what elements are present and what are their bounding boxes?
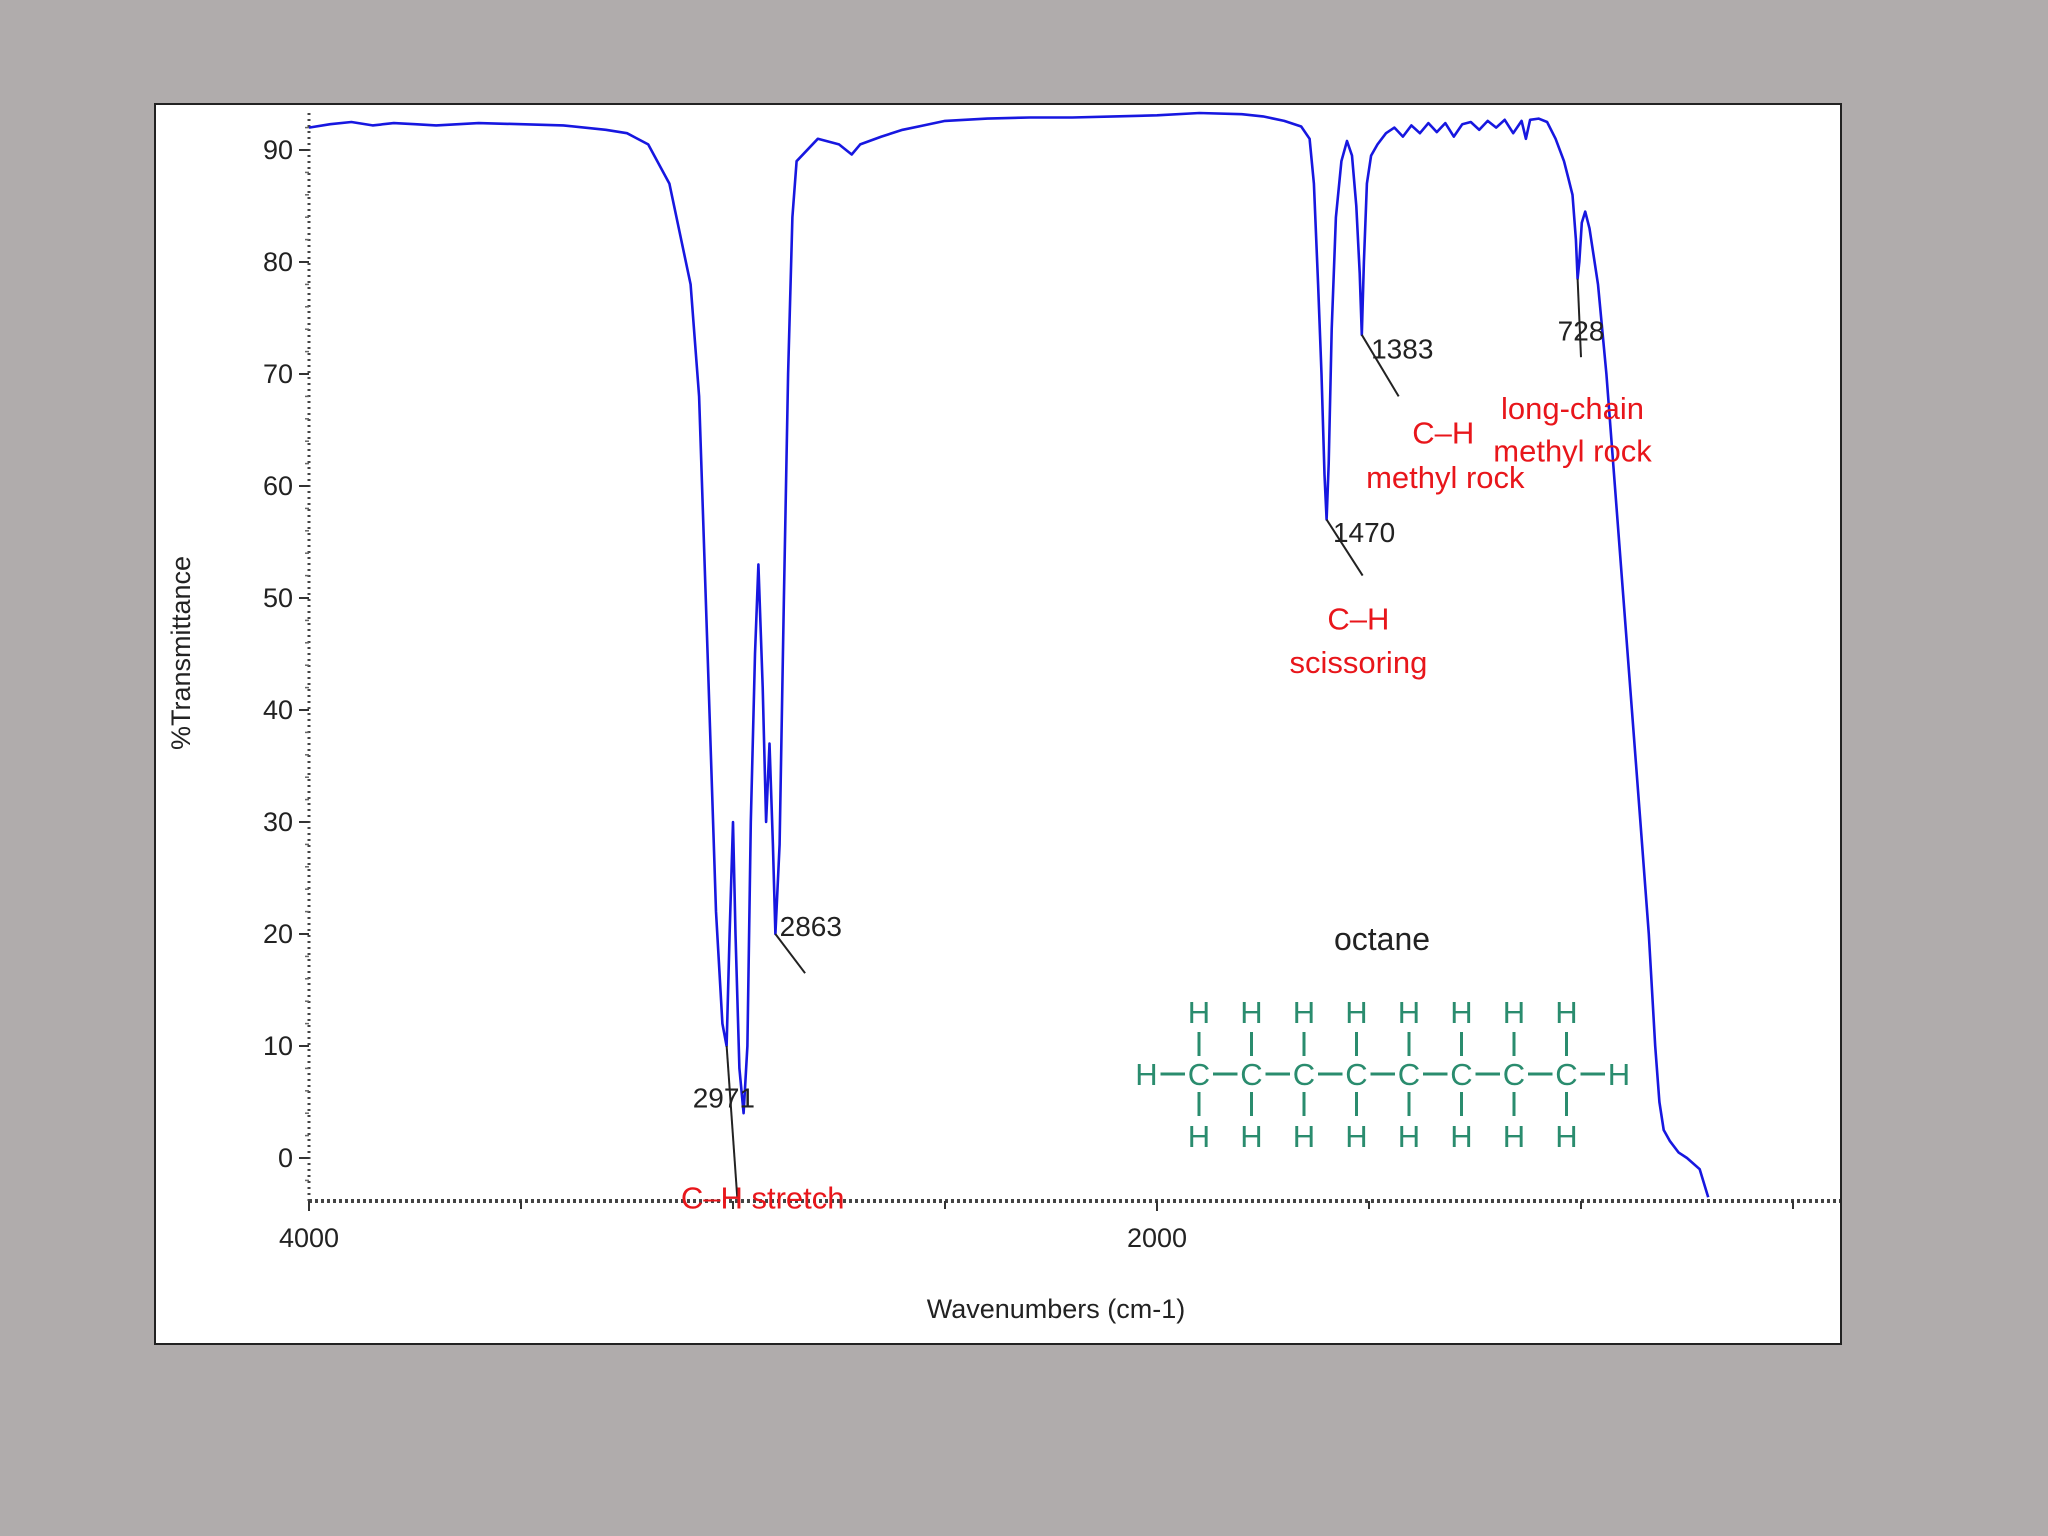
atom-h-top: H	[1555, 995, 1577, 1030]
peak-label-2863: 2863	[780, 911, 842, 942]
peak-label-1383: 1383	[1371, 333, 1433, 364]
atom-c: C	[1345, 1057, 1367, 1092]
x-axis-title: Wavenumbers (cm-1)	[927, 1294, 1186, 1324]
atom-h-top: H	[1503, 995, 1525, 1030]
atom-h-bottom: H	[1188, 1119, 1210, 1154]
assignment-label: methyl rock	[1493, 433, 1652, 468]
atom-h-bottom: H	[1450, 1119, 1472, 1154]
atom-c: C	[1450, 1057, 1472, 1092]
y-tick-label: 30	[263, 807, 293, 837]
atom-h-top: H	[1450, 995, 1472, 1030]
series-layer	[308, 111, 1710, 1198]
atom-c: C	[1188, 1057, 1210, 1092]
peak-leader-2971	[725, 1045, 739, 1198]
atom-h-top: H	[1188, 995, 1210, 1030]
atom-h-bottom: H	[1555, 1119, 1577, 1154]
x-tick-label: 4000	[279, 1223, 339, 1253]
atom-c: C	[1398, 1057, 1420, 1092]
atom-h-top: H	[1240, 995, 1262, 1030]
assignment-label: C–H	[1412, 415, 1474, 450]
spectrum-panel: 0 10 20 30 40 50 60 70 80 90 4000 2000 2971 2863 1470…	[154, 103, 1842, 1345]
y-tick-label: 50	[263, 583, 293, 613]
peak-leader-1470	[1325, 519, 1364, 577]
atom-c: C	[1240, 1057, 1262, 1092]
peak-label-728: 728	[1558, 315, 1605, 346]
y-tick-label: 20	[263, 919, 293, 949]
y-tick-label: 0	[278, 1143, 293, 1173]
atom-h-bottom: H	[1240, 1119, 1262, 1154]
atom-h-bottom: H	[1345, 1119, 1367, 1154]
spectrum-line-0	[308, 111, 1710, 1198]
peak-label-1470: 1470	[1333, 517, 1395, 548]
peak-leader-728	[1576, 278, 1582, 358]
atom-h-top: H	[1345, 995, 1367, 1030]
atom-h-top: H	[1398, 995, 1420, 1030]
y-tick-label: 80	[263, 247, 293, 277]
atom-h-left: H	[1135, 1057, 1157, 1092]
atom-h-bottom: H	[1503, 1119, 1525, 1154]
atom-c: C	[1555, 1057, 1577, 1092]
assignment-label: long-chain	[1501, 391, 1644, 426]
y-tick-label: 60	[263, 471, 293, 501]
assignment-label: C–H	[1327, 601, 1389, 636]
assignment-label: C–H stretch	[681, 1180, 845, 1215]
peak-leader-2863	[774, 933, 806, 974]
annotations-layer: 2971 2863 1470 1383 728 C–H stretch C–H methyl …	[681, 278, 1652, 1215]
peak-leader-1383	[1360, 334, 1400, 397]
y-tick-label: 70	[263, 359, 293, 389]
y-tick-label: 10	[263, 1031, 293, 1061]
assignment-label: scissoring	[1289, 645, 1427, 680]
atom-c: C	[1503, 1057, 1525, 1092]
x-tick-label: 2000	[1127, 1223, 1187, 1253]
y-tick-label: 90	[263, 135, 293, 165]
atom-c: C	[1293, 1057, 1315, 1092]
atom-h-bottom: H	[1293, 1119, 1315, 1154]
peak-label-2971: 2971	[693, 1083, 755, 1114]
atom-h-top: H	[1293, 995, 1315, 1030]
assignment-label: methyl rock	[1366, 460, 1525, 495]
atom-h-right: H	[1608, 1057, 1630, 1092]
y-axis-title: %Transmittance	[166, 556, 196, 750]
axes: 0 10 20 30 40 50 60 70 80 90 4000 2000	[263, 113, 1840, 1253]
molecule-name: octane	[1334, 921, 1430, 957]
ir-spectrum-chart: 0 10 20 30 40 50 60 70 80 90 4000 2000 2971 2863 1470…	[166, 111, 1840, 1324]
y-tick-label: 40	[263, 695, 293, 725]
atom-h-bottom: H	[1398, 1119, 1420, 1154]
